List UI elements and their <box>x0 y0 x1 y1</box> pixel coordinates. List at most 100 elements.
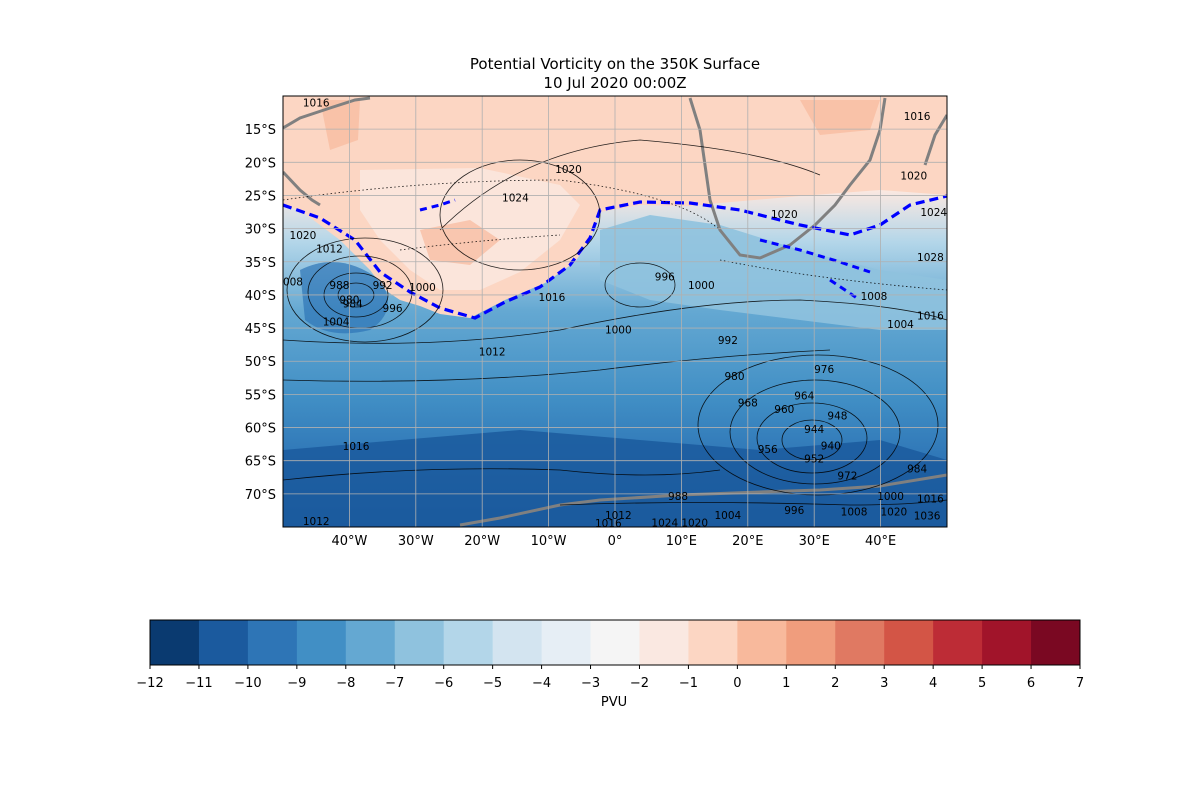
colorbar-swatch <box>394 620 445 665</box>
contour-label: 1020 <box>881 507 908 519</box>
colorbar-tick-label: 5 <box>978 676 986 691</box>
contour-label: 940 <box>821 440 841 452</box>
coastline-africa <box>688 97 887 260</box>
colorbar-swatch <box>247 620 298 665</box>
lat-tick-label: 50°S <box>245 355 276 370</box>
colorbar-tick-label: 6 <box>1027 676 1035 691</box>
contour-label: 960 <box>774 404 794 416</box>
contour-label: 956 <box>758 444 778 456</box>
lon-tick-label: 10°W <box>531 534 567 549</box>
contour-label: 1004 <box>715 510 742 522</box>
colorbar-tick-label: −4 <box>532 676 551 691</box>
lat-tick-label: 20°S <box>245 156 276 171</box>
colorbar-tick-label: −10 <box>234 676 261 691</box>
longitude-axis: 40°W 30°W 20°W 10°W 0° 10°E 20°E 30°E 40°E <box>331 534 896 549</box>
lat-tick-label: 40°S <box>245 289 276 304</box>
contour-label: 1020 <box>900 171 927 183</box>
contour-label: 992 <box>373 280 393 292</box>
contour-label: 1012 <box>316 244 343 256</box>
chart-subtitle-datetime: 10 Jul 2020 00:00Z <box>543 74 687 92</box>
contour-label: 972 <box>837 470 857 482</box>
contour-label: 1000 <box>605 324 632 336</box>
colorbar-swatch <box>443 620 494 665</box>
colorbar-swatch <box>786 620 836 665</box>
lon-tick-label: 40°E <box>865 534 896 549</box>
chart-title: Potential Vorticity on the 350K Surface <box>469 55 761 73</box>
colorbar-swatch <box>835 620 885 665</box>
colorbar-swatch <box>345 620 396 665</box>
contour-label: 1020 <box>771 209 798 221</box>
contour-label: 1012 <box>605 510 632 522</box>
pv-strong-positive-patches <box>320 100 880 265</box>
lat-tick-label: 35°S <box>245 256 276 271</box>
colorbar-swatch <box>492 620 543 665</box>
contour-label: 1012 <box>479 346 506 358</box>
lon-tick-label: 30°W <box>398 534 434 549</box>
colorbar-tick-label: −9 <box>287 676 306 691</box>
colorbar-tick-label: 3 <box>880 676 888 691</box>
contour-label: 984 <box>907 464 927 476</box>
contour-label: 1004 <box>323 316 350 328</box>
contour-label: 996 <box>784 505 804 517</box>
contour-label: 1012 <box>303 516 330 528</box>
contour-label: 1016 <box>917 493 944 505</box>
contour-label: 1016 <box>917 310 944 322</box>
lat-tick-label: 45°S <box>245 322 276 337</box>
contour-label: 1016 <box>303 98 330 110</box>
colorbar-tick-label: 1 <box>782 676 790 691</box>
colorbar-swatch <box>541 620 592 665</box>
contour-label: 1004 <box>887 319 914 331</box>
colorbar-tick-label: 2 <box>831 676 839 691</box>
contour-label: 1024 <box>502 192 529 204</box>
colorbar-swatch <box>198 620 249 665</box>
colorbar-tick-label: 7 <box>1076 676 1084 691</box>
contour-label: 996 <box>383 303 403 315</box>
contour-label: 1036 <box>914 511 941 523</box>
contour-label: 1000 <box>409 282 436 294</box>
colorbar-tick-label: −11 <box>185 676 212 691</box>
contour-label: 1020 <box>290 230 317 242</box>
lat-tick-label: 60°S <box>245 422 276 437</box>
lon-tick-label: 0° <box>608 534 623 549</box>
lat-tick-label: 30°S <box>245 223 276 238</box>
colorbar-tick-label: −8 <box>336 676 355 691</box>
colorbar-tick-label: 4 <box>929 676 937 691</box>
contour-label: 992 <box>718 335 738 347</box>
coastline-south-america <box>283 96 371 207</box>
contour-label: 964 <box>794 391 814 403</box>
colorbar-tick-label: −5 <box>483 676 502 691</box>
contour-label: 952 <box>804 454 824 466</box>
contour-label: 1016 <box>904 111 931 123</box>
lat-tick-label: 25°S <box>245 189 276 204</box>
lat-tick-label: 65°S <box>245 455 276 470</box>
contour-label: 980 <box>724 371 744 383</box>
contour-label: 984 <box>343 299 363 311</box>
latitude-axis: 15°S 20°S 25°S 30°S 35°S 40°S 45°S 50°S 55°S 60°S… <box>245 123 276 503</box>
contour-label: 1008 <box>841 507 868 519</box>
contour-label: 1028 <box>917 252 944 264</box>
contour-label: 968 <box>738 397 758 409</box>
colorbar-swatch <box>590 620 640 665</box>
pv-2-contour-secondary <box>419 198 871 302</box>
pressure-contours-dotted <box>283 179 947 291</box>
colorbar-tick-label: −2 <box>630 676 649 691</box>
contour-label: 988 <box>329 280 349 292</box>
lon-tick-label: 20°E <box>732 534 763 549</box>
lon-tick-label: 10°E <box>666 534 697 549</box>
contour-label: 980 <box>339 295 359 307</box>
pv-negative-cutoff-west <box>300 262 388 334</box>
lat-tick-label: 55°S <box>245 388 276 403</box>
lon-tick-label: 40°W <box>331 534 367 549</box>
lat-tick-label: 15°S <box>245 123 276 138</box>
contour-label: 1016 <box>343 441 370 453</box>
contour-label: 988 <box>668 491 688 503</box>
colorbar-swatch <box>150 620 200 665</box>
lat-tick-label: 70°S <box>245 488 276 503</box>
colorbar-swatch <box>933 620 983 665</box>
colorbar-swatch <box>1031 620 1081 665</box>
colorbar-tick-label: −6 <box>434 676 453 691</box>
colorbar-swatch <box>296 620 347 665</box>
